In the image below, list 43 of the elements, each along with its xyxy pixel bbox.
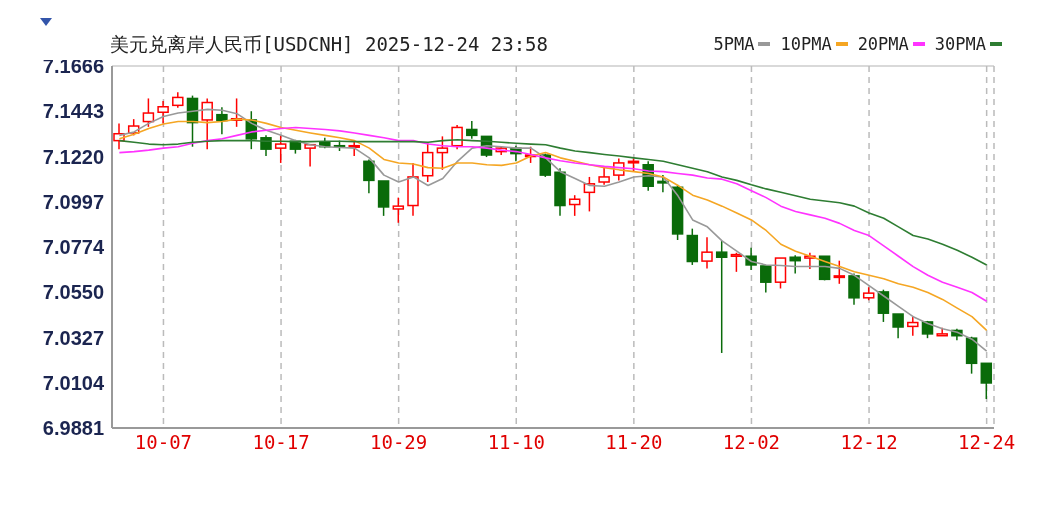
candlestick: [907, 315, 919, 337]
y-tick-label: 6.9881: [42, 417, 104, 440]
candlestick: [715, 240, 728, 354]
candlestick: [848, 272, 860, 306]
candlestick: [348, 140, 360, 157]
x-tick-label: 12-24: [958, 431, 1016, 454]
x-tick-label: 12-02: [722, 431, 781, 454]
legend-label: 30PMA: [934, 34, 986, 54]
x-tick-label: 11-20: [605, 431, 663, 454]
candlestick: [451, 124, 463, 150]
x-tick-label: 11-10: [487, 431, 545, 454]
candlestick: [274, 134, 287, 164]
candlestick: [833, 259, 846, 285]
candlestick: [892, 313, 904, 339]
x-tick-label: 10-17: [252, 431, 310, 454]
x-tick-label: 12-12: [840, 431, 898, 454]
candlestick: [216, 106, 228, 136]
y-tick-label: 7.1443: [42, 100, 104, 123]
y-tick-label: 7.0327: [42, 326, 104, 349]
candlestick: [760, 265, 772, 294]
legend-label: 20PMA: [857, 34, 909, 54]
candlestick: [142, 97, 155, 128]
candlestick: [730, 252, 743, 273]
candlestick: [980, 362, 993, 400]
candlestick: [701, 236, 713, 270]
candlestick: [201, 97, 213, 150]
candlestick: [157, 100, 169, 125]
candlestick: [363, 158, 375, 194]
y-tick-label: 7.0550: [42, 281, 104, 304]
legend-label: 10PMA: [780, 34, 832, 54]
candlestick: [436, 135, 449, 171]
x-tick-label: 10-29: [370, 431, 428, 454]
y-tick-label: 7.1666: [42, 55, 104, 78]
y-tick-label: 7.0774: [42, 236, 105, 258]
y-tick-label: 7.1220: [42, 145, 104, 168]
y-tick-label: 7.0997: [42, 190, 104, 213]
candlestick: [568, 194, 581, 217]
candlestick: [789, 254, 801, 275]
legend-label: 5PMA: [713, 34, 755, 54]
y-tick-label: 7.0104: [42, 371, 105, 394]
candlestick: [392, 196, 405, 224]
chart-title: 美元兑离岸人民币[USDCNH] 2025-12-24 23:58: [110, 32, 548, 57]
x-tick-label: 10-07: [134, 431, 193, 454]
